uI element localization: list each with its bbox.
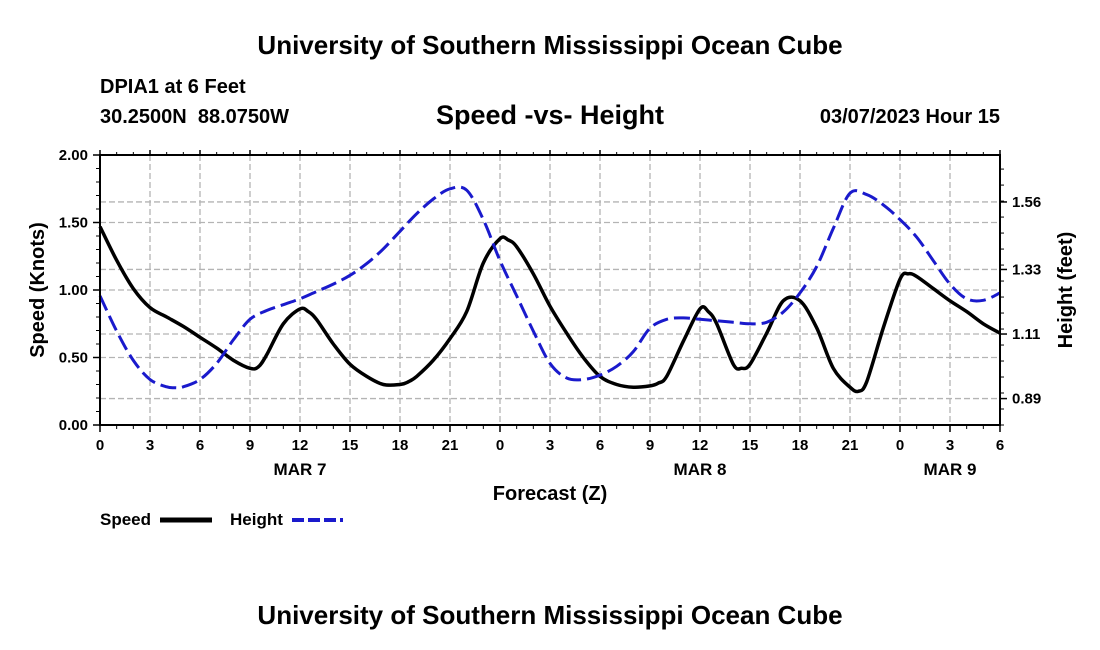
x-tick-label: 3 <box>546 437 554 454</box>
chart-title: Speed -vs- Height <box>435 100 665 130</box>
y-tick-label: 1.00 <box>59 282 88 299</box>
y-tick-label: 0.50 <box>59 350 88 367</box>
y-tick-label: 1.50 <box>59 215 88 232</box>
x-tick-label: 21 <box>442 437 459 454</box>
x-tick-label: 0 <box>896 437 904 454</box>
y2-tick-label: 1.33 <box>1012 261 1041 278</box>
x-tick-label: 9 <box>246 437 254 454</box>
y2-tick-label: 0.89 <box>1012 391 1041 408</box>
forecast-datetime: 03/07/2023 Hour 15 <box>819 106 1000 128</box>
speed-series-line <box>98 225 1001 394</box>
x-tick-label: 9 <box>646 437 654 454</box>
y-tick-label: 0.00 <box>59 417 88 434</box>
y2-tick-label: 1.56 <box>1012 194 1041 211</box>
x-tick-label: 6 <box>996 437 1004 454</box>
y2-tick-label: 1.11 <box>1012 326 1040 343</box>
x-tick-label: 0 <box>496 437 504 454</box>
axis-ticks: 0 3 6 9 12 15 18 21 0 3 6 9 12 15 18 21 0 3 6 MAR 7 MAR 8 MAR… <box>59 147 1041 479</box>
date-label: MAR 7 <box>274 460 327 479</box>
legend-height-label: Height <box>230 510 283 529</box>
x-tick-label: 6 <box>196 437 204 454</box>
series-lines <box>98 185 1001 394</box>
date-label: MAR 9 <box>924 460 977 479</box>
date-label: MAR 8 <box>674 460 727 479</box>
y2-axis-label: Height (feet) <box>1055 232 1077 349</box>
y-axis-label: Speed (Knots) <box>27 222 49 358</box>
station-label: DPIA1 at 6 Feet <box>100 76 246 98</box>
x-tick-label: 15 <box>742 437 759 454</box>
x-axis-label: Forecast (Z) <box>493 483 607 505</box>
x-tick-label: 3 <box>146 437 154 454</box>
x-tick-label: 12 <box>692 437 709 454</box>
x-tick-label: 0 <box>96 437 104 454</box>
x-tick-label: 15 <box>342 437 359 454</box>
x-tick-label: 18 <box>792 437 809 454</box>
x-tick-label: 12 <box>292 437 309 454</box>
legend-speed-label: Speed <box>100 510 151 529</box>
station-coordinates: 30.2500N 88.0750W <box>100 106 290 128</box>
y-tick-label: 2.00 <box>59 147 88 164</box>
height-series-line <box>98 185 1001 390</box>
x-tick-label: 18 <box>392 437 409 454</box>
x-tick-label: 3 <box>946 437 954 454</box>
page-title: University of Southern Mississippi Ocean… <box>257 30 843 60</box>
footer-title: University of Southern Mississippi Ocean… <box>257 600 843 630</box>
x-tick-label: 21 <box>842 437 859 454</box>
x-tick-label: 6 <box>596 437 604 454</box>
legend: Speed Height <box>100 510 343 529</box>
